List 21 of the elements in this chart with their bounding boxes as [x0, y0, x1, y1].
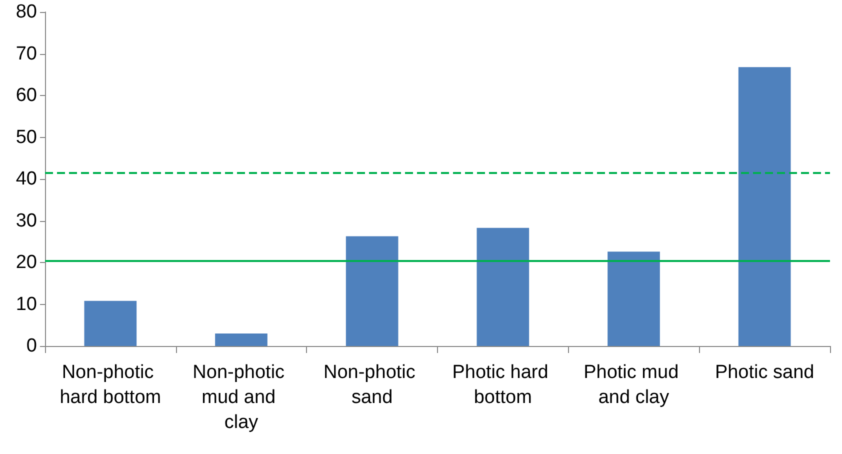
bar — [476, 228, 530, 346]
x-tick-label: Photic hard bottom — [452, 362, 554, 408]
x-tick-label: Photic mud and clay — [584, 362, 684, 408]
y-tick-label: 70 — [16, 43, 37, 64]
x-tick-label: Non-photic sand — [323, 362, 421, 408]
y-tick-label: 10 — [16, 294, 37, 315]
y-tick-label: 0 — [26, 336, 37, 356]
x-tick-label: Non-photic mud and clay — [192, 362, 290, 433]
x-tick-label: Photic sand — [714, 362, 814, 383]
bar — [84, 300, 137, 346]
y-tick-label: 20 — [16, 252, 37, 273]
y-tick-label: 50 — [16, 126, 37, 148]
y-tick-label: 40 — [16, 168, 37, 190]
x-tick-label: Non-photic hard bottom — [60, 362, 162, 408]
bar — [738, 67, 791, 346]
y-tick-label: 30 — [16, 210, 37, 232]
y-tick-label: 60 — [16, 85, 37, 106]
bar — [608, 252, 660, 346]
bar — [346, 236, 398, 346]
bar — [215, 333, 268, 346]
y-tick-label: 80 — [16, 2, 37, 22]
